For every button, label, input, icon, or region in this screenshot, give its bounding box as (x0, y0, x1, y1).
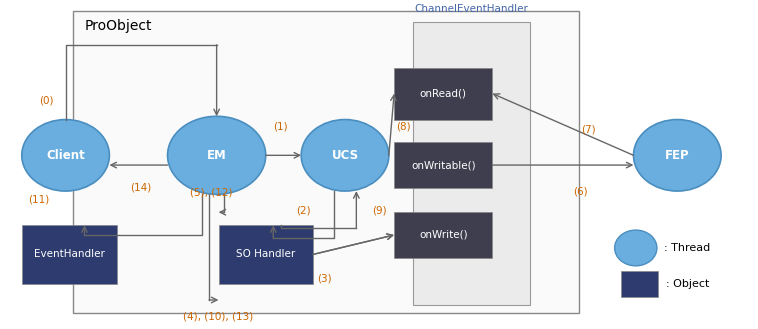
Text: onWrite(): onWrite() (419, 230, 468, 240)
Text: (6): (6) (573, 186, 588, 196)
Text: (11): (11) (29, 194, 50, 204)
Text: ChannelEventHandler: ChannelEventHandler (415, 4, 528, 14)
Ellipse shape (22, 119, 109, 191)
Text: SO Handler: SO Handler (236, 249, 296, 260)
Text: ProObject: ProObject (84, 19, 152, 33)
Text: (2): (2) (296, 206, 311, 215)
Ellipse shape (634, 119, 721, 191)
Text: : Object: : Object (666, 279, 709, 289)
Ellipse shape (301, 119, 389, 191)
Text: (4), (10), (13): (4), (10), (13) (183, 311, 254, 321)
Text: (9): (9) (371, 206, 387, 215)
Text: (14): (14) (130, 183, 152, 193)
FancyBboxPatch shape (73, 11, 579, 313)
Text: onWritable(): onWritable() (411, 160, 475, 170)
Ellipse shape (168, 116, 266, 194)
Text: EM: EM (207, 149, 227, 162)
Text: Client: Client (46, 149, 85, 162)
Text: (5), (12): (5), (12) (190, 188, 232, 198)
Text: : Thread: : Thread (665, 243, 711, 253)
Text: (3): (3) (317, 274, 331, 284)
FancyBboxPatch shape (394, 142, 492, 188)
FancyBboxPatch shape (394, 67, 492, 119)
Text: FEP: FEP (665, 149, 690, 162)
Text: (0): (0) (39, 95, 54, 105)
Text: (7): (7) (581, 124, 596, 134)
Ellipse shape (615, 230, 657, 266)
Text: onRead(): onRead() (420, 89, 467, 99)
FancyBboxPatch shape (394, 212, 492, 258)
Text: UCS: UCS (331, 149, 359, 162)
FancyBboxPatch shape (621, 271, 659, 297)
Text: EventHandler: EventHandler (34, 249, 105, 260)
Text: (8): (8) (396, 121, 412, 131)
Text: (1): (1) (274, 121, 288, 131)
FancyBboxPatch shape (218, 225, 313, 284)
FancyBboxPatch shape (22, 225, 117, 284)
FancyBboxPatch shape (413, 22, 530, 305)
